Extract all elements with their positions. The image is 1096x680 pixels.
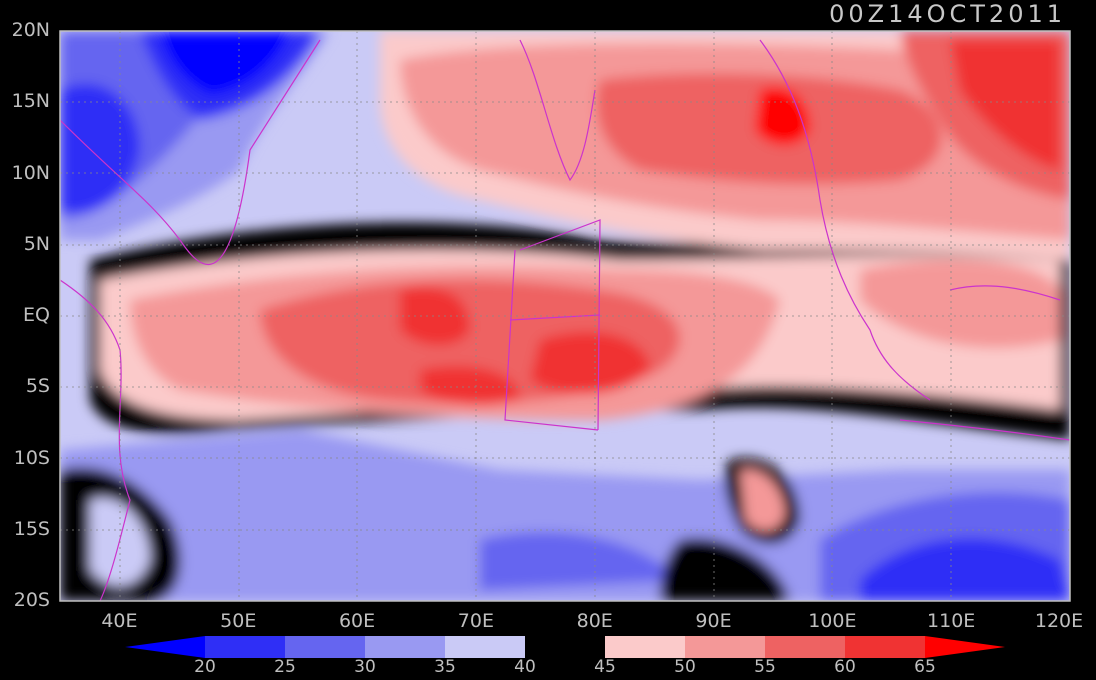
colorbar-segment <box>525 636 605 658</box>
y-tick-label: 10S <box>13 446 50 469</box>
x-tick-label: 60E <box>338 610 376 632</box>
y-tick-label: 5S <box>25 375 50 398</box>
x-tick-label: 110E <box>927 610 976 632</box>
x-tick-label: 120E <box>1034 610 1084 632</box>
colorbar-level-label: 55 <box>754 657 776 677</box>
datetime-title: 00Z14OCT2011 <box>829 0 1066 28</box>
colorbar-segment <box>605 636 685 658</box>
colorbar-segment <box>285 636 365 658</box>
y-tick-label: 15S <box>13 517 50 540</box>
grid-lines <box>60 31 1070 601</box>
colorbar-level-label: 35 <box>434 657 456 677</box>
map-field <box>60 31 1070 601</box>
x-tick-label: 70E <box>457 610 494 632</box>
colorbar-level-label: 40 <box>514 657 536 677</box>
colorbar-level-label: 60 <box>834 657 856 677</box>
y-tick-label: EQ <box>23 304 50 326</box>
y-tick-label: 5N <box>23 232 50 255</box>
colorbar-left-arrow <box>125 636 205 658</box>
y-tick-label: 20S <box>13 589 50 611</box>
colorbar-segment <box>845 636 925 658</box>
colorbar-level-label: 45 <box>594 657 616 677</box>
colorbar-segment <box>205 636 285 658</box>
x-tick-label: 40E <box>101 610 138 632</box>
x-tick-label: 90E <box>695 610 732 632</box>
colorbar-level-label: 50 <box>674 657 696 677</box>
colorbar-level-label: 25 <box>274 657 296 677</box>
y-tick-label: 15N <box>11 90 50 113</box>
x-tick-label: 50E <box>220 610 257 632</box>
colorbar-right-arrow <box>925 636 1005 658</box>
y-tick-label: 10N <box>11 161 50 184</box>
y-tick-label: 20N <box>11 19 50 41</box>
coastlines <box>60 39 1070 601</box>
x-tick-label: 80E <box>576 610 613 632</box>
colorbar <box>125 636 1005 658</box>
colorbar-level-label: 65 <box>914 657 936 677</box>
colorbar-segment <box>765 636 845 658</box>
colorbar-segment <box>365 636 445 658</box>
x-tick-label: 100E <box>808 610 857 632</box>
colorbar-segment <box>685 636 765 658</box>
colorbar-segment <box>445 636 525 658</box>
plot-frame <box>59 30 1071 602</box>
colorbar-level-label: 30 <box>354 657 376 677</box>
colorbar-level-label: 20 <box>194 657 216 677</box>
